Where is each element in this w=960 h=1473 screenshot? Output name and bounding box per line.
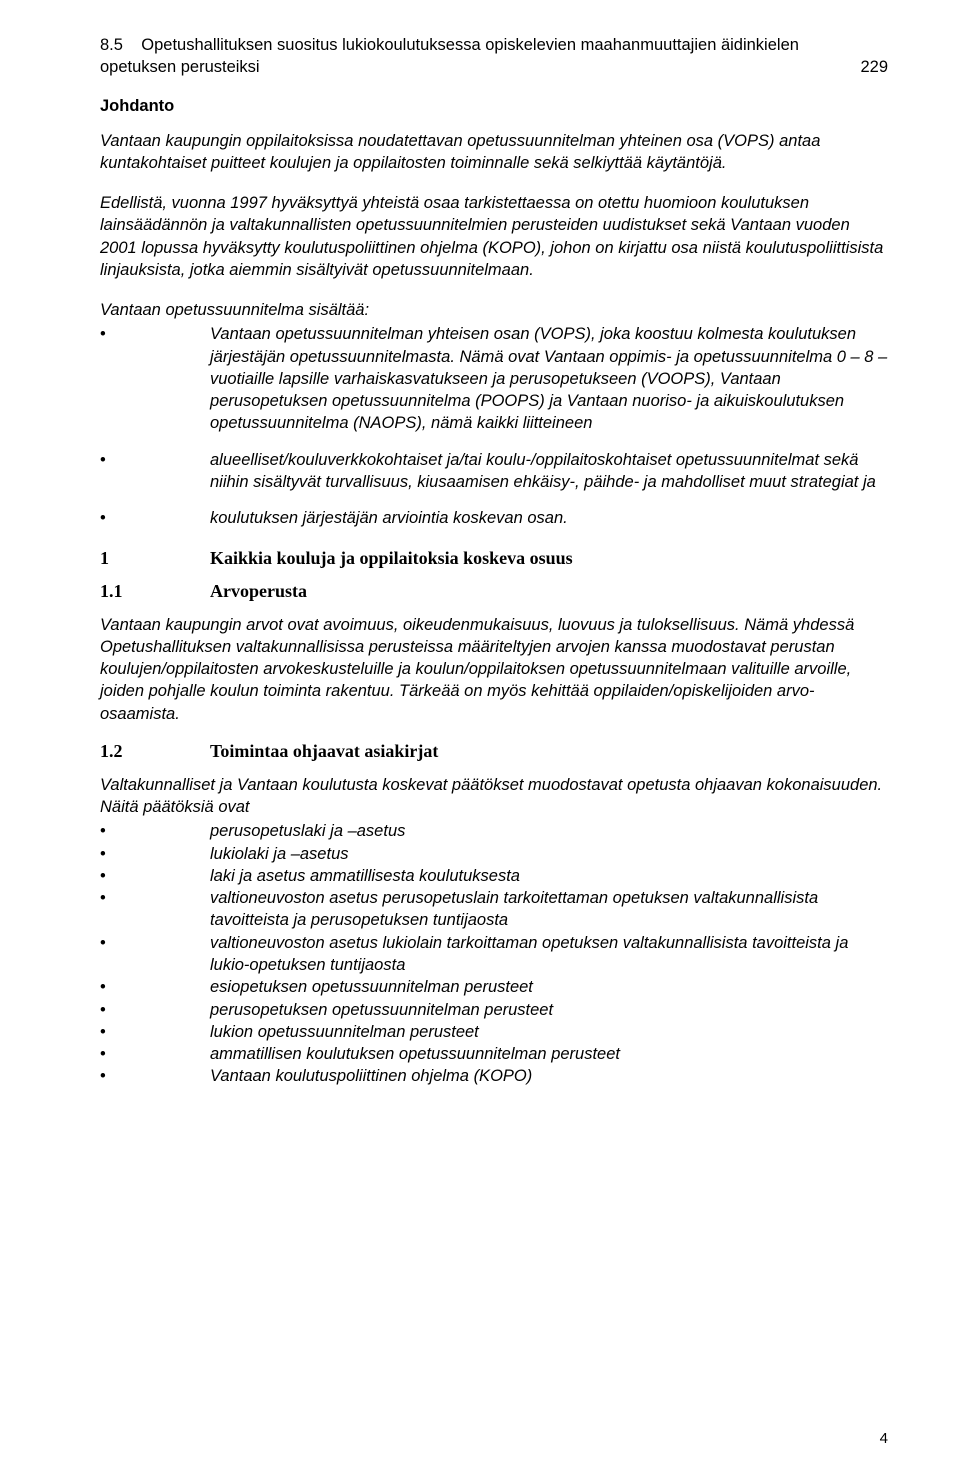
johdanto-heading: Johdanto — [100, 97, 888, 116]
bullet-icon: • — [100, 449, 210, 494]
list-item: • Vantaan opetussuunnitelman yhteisen os… — [100, 323, 888, 434]
list-item-text: valtioneuvoston asetus perusopetuslain t… — [210, 887, 888, 932]
list-item: • koulutuksen järjestäjän arviointia kos… — [100, 507, 888, 529]
chapter-8-5-heading: 8.5 Opetushallituksen suositus lukiokoul… — [100, 34, 888, 79]
section-title: Arvoperusta — [210, 581, 307, 602]
page-number: 4 — [880, 1430, 888, 1447]
list-item: •perusopetuslaki ja –asetus — [100, 820, 888, 842]
intro-paragraph-3-lead: Vantaan opetussuunnitelma sisältää: — [100, 299, 888, 321]
section-1-2-bullet-list: •perusopetuslaki ja –asetus •lukiolaki j… — [100, 820, 888, 1087]
list-item: •perusopetuksen opetussuunnitelman perus… — [100, 999, 888, 1021]
bullet-icon: • — [100, 932, 210, 977]
intro-paragraph-1: Vantaan kaupungin oppilaitoksissa noudat… — [100, 130, 888, 175]
section-1-1-paragraph: Vantaan kaupungin arvot ovat avoimuus, o… — [100, 614, 888, 725]
list-item: •valtioneuvoston asetus lukiolain tarkoi… — [100, 932, 888, 977]
chapter-page-ref: 229 — [860, 56, 888, 78]
section-number: 1 — [100, 548, 210, 569]
list-item: •lukion opetussuunnitelman perusteet — [100, 1021, 888, 1043]
list-item: •ammatillisen koulutuksen opetussuunnite… — [100, 1043, 888, 1065]
intro-bullet-list: • Vantaan opetussuunnitelman yhteisen os… — [100, 323, 888, 529]
list-item-text: valtioneuvoston asetus lukiolain tarkoit… — [210, 932, 888, 977]
bullet-icon: • — [100, 976, 210, 998]
list-item-text: alueelliset/kouluverkkokohtaiset ja/tai … — [210, 449, 888, 494]
section-1-2-lead: Valtakunnalliset ja Vantaan koulutusta k… — [100, 774, 888, 819]
list-item: • alueelliset/kouluverkkokohtaiset ja/ta… — [100, 449, 888, 494]
list-item-text: Vantaan opetussuunnitelman yhteisen osan… — [210, 323, 888, 434]
bullet-icon: • — [100, 999, 210, 1021]
chapter-title-line2: opetuksen perusteiksi — [100, 58, 260, 76]
section-number: 1.2 — [100, 741, 210, 762]
list-item-text: Vantaan koulutuspoliittinen ohjelma (KOP… — [210, 1065, 888, 1087]
section-1-2-heading: 1.2 Toimintaa ohjaavat asiakirjat — [100, 741, 888, 762]
section-1-heading: 1 Kaikkia kouluja ja oppilaitoksia koske… — [100, 548, 888, 569]
bullet-icon: • — [100, 1065, 210, 1087]
list-item-text: perusopetuslaki ja –asetus — [210, 820, 888, 842]
list-item: •laki ja asetus ammatillisesta koulutuks… — [100, 865, 888, 887]
bullet-icon: • — [100, 865, 210, 887]
list-item-text: ammatillisen koulutuksen opetussuunnitel… — [210, 1043, 888, 1065]
section-title: Kaikkia kouluja ja oppilaitoksia koskeva… — [210, 548, 573, 569]
bullet-icon: • — [100, 820, 210, 842]
section-title: Toimintaa ohjaavat asiakirjat — [210, 741, 438, 762]
list-item-text: laki ja asetus ammatillisesta koulutukse… — [210, 865, 888, 887]
list-item-text: koulutuksen järjestäjän arviointia koske… — [210, 507, 888, 529]
list-item: •valtioneuvoston asetus perusopetuslain … — [100, 887, 888, 932]
bullet-icon: • — [100, 1043, 210, 1065]
list-item: •esiopetuksen opetussuunnitelman peruste… — [100, 976, 888, 998]
bullet-icon: • — [100, 887, 210, 932]
bullet-icon: • — [100, 323, 210, 434]
chapter-number: 8.5 — [100, 36, 123, 54]
bullet-icon: • — [100, 843, 210, 865]
bullet-icon: • — [100, 1021, 210, 1043]
intro-paragraph-2: Edellistä, vuonna 1997 hyväksyttyä yhtei… — [100, 192, 888, 281]
list-item-text: lukion opetussuunnitelman perusteet — [210, 1021, 888, 1043]
list-item-text: perusopetuksen opetussuunnitelman perust… — [210, 999, 888, 1021]
list-item: •lukiolaki ja –asetus — [100, 843, 888, 865]
list-item-text: lukiolaki ja –asetus — [210, 843, 888, 865]
chapter-title-line1: Opetushallituksen suositus lukiokoulutuk… — [141, 36, 799, 54]
list-item: •Vantaan koulutuspoliittinen ohjelma (KO… — [100, 1065, 888, 1087]
document-page: 8.5 Opetushallituksen suositus lukiokoul… — [0, 0, 960, 1473]
list-item-text: esiopetuksen opetussuunnitelman perustee… — [210, 976, 888, 998]
section-number: 1.1 — [100, 581, 210, 602]
bullet-icon: • — [100, 507, 210, 529]
section-1-1-heading: 1.1 Arvoperusta — [100, 581, 888, 602]
